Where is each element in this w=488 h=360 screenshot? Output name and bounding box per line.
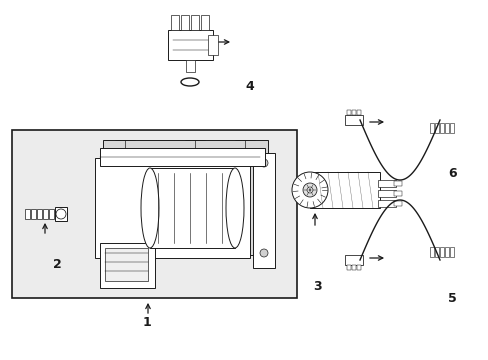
Bar — [100, 243, 155, 288]
Bar — [309, 172, 379, 208]
Bar — [444, 123, 448, 133]
Bar — [439, 123, 443, 133]
Bar — [429, 247, 433, 257]
Bar — [103, 140, 267, 255]
Bar — [150, 168, 235, 248]
Circle shape — [303, 183, 316, 197]
Text: 6: 6 — [447, 167, 456, 180]
Circle shape — [260, 159, 267, 167]
Bar — [25, 209, 30, 219]
Bar — [201, 15, 208, 30]
Bar — [356, 265, 360, 270]
Bar — [439, 247, 443, 257]
Circle shape — [306, 187, 312, 193]
Bar — [181, 15, 189, 30]
Bar — [377, 180, 395, 187]
Text: 4: 4 — [244, 80, 253, 93]
Bar — [31, 209, 36, 219]
Bar — [37, 209, 42, 219]
Bar — [252, 153, 274, 268]
Ellipse shape — [225, 168, 244, 248]
Bar — [429, 123, 433, 133]
Bar — [100, 148, 264, 166]
Bar — [191, 15, 199, 30]
Bar — [377, 200, 395, 207]
Text: 1: 1 — [142, 316, 151, 329]
Bar — [449, 123, 453, 133]
Text: 5: 5 — [447, 292, 456, 305]
Circle shape — [56, 209, 66, 219]
Bar — [351, 110, 355, 115]
Circle shape — [260, 249, 267, 257]
Bar — [185, 60, 195, 72]
Bar — [168, 30, 213, 60]
Bar — [95, 158, 249, 258]
Bar — [393, 201, 401, 206]
Bar — [393, 191, 401, 196]
Ellipse shape — [141, 168, 159, 248]
Bar — [43, 209, 48, 219]
Bar — [12, 130, 296, 298]
Bar — [345, 255, 362, 265]
Bar — [55, 207, 67, 221]
Circle shape — [291, 172, 327, 208]
Bar — [207, 35, 218, 55]
Bar — [449, 247, 453, 257]
Bar — [345, 115, 362, 125]
Bar — [434, 247, 438, 257]
Bar — [356, 110, 360, 115]
Bar — [346, 265, 350, 270]
Bar — [346, 110, 350, 115]
Bar — [393, 181, 401, 186]
Bar — [377, 190, 395, 197]
Bar — [351, 265, 355, 270]
Bar — [49, 209, 54, 219]
Bar — [444, 247, 448, 257]
Bar — [171, 15, 179, 30]
Text: 2: 2 — [53, 258, 61, 271]
Text: 3: 3 — [312, 280, 321, 293]
Bar — [105, 248, 148, 281]
Bar — [434, 123, 438, 133]
